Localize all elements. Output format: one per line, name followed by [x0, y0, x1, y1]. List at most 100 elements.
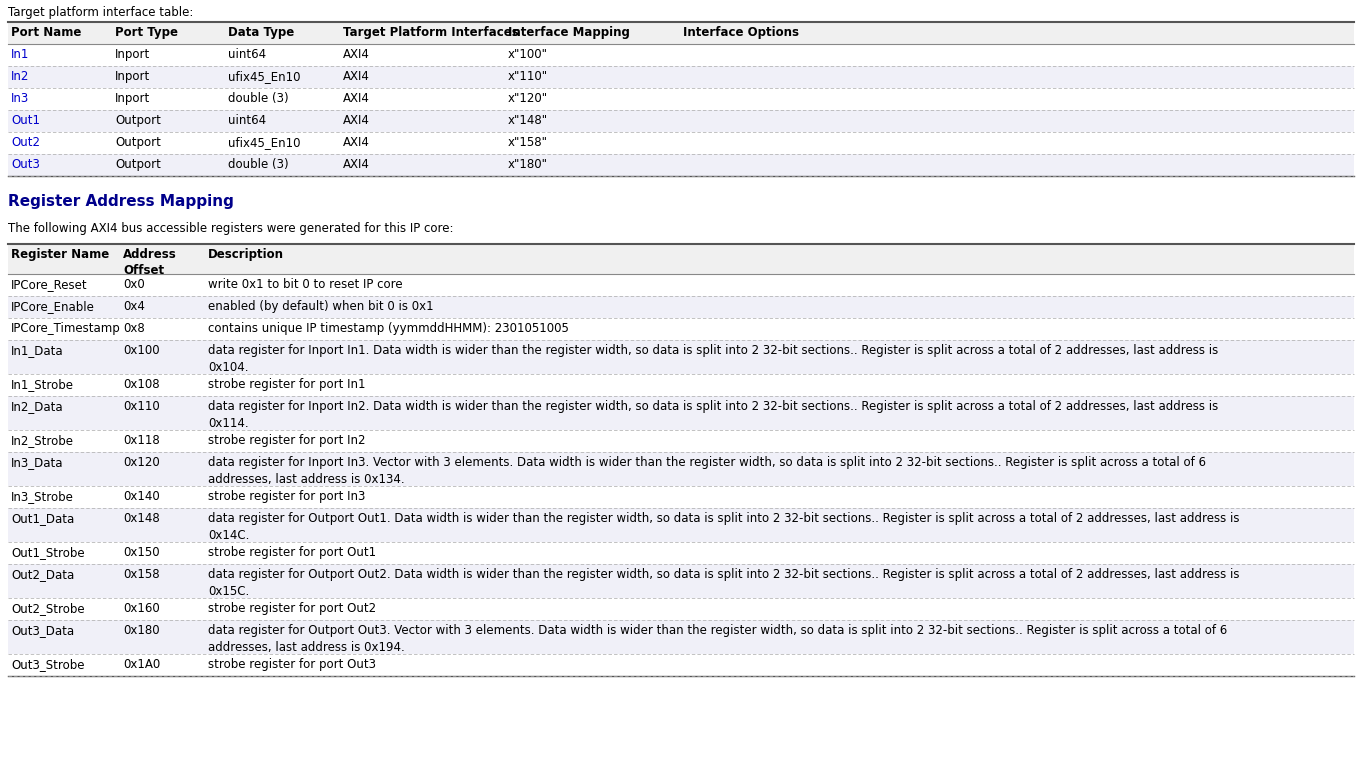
Bar: [8, 620, 1354, 654]
Text: 0x120: 0x120: [123, 456, 159, 469]
Text: 0x0: 0x0: [123, 278, 144, 291]
Text: Port Type: Port Type: [114, 26, 178, 39]
Bar: [8, 296, 1354, 318]
Text: Address
Offset: Address Offset: [123, 248, 177, 277]
Text: x"180": x"180": [508, 158, 548, 171]
Text: data register for Outport Out1. Data width is wider than the register width, so : data register for Outport Out1. Data wid…: [208, 512, 1239, 542]
Text: contains unique IP timestamp (yymmddHHMM): 2301051005: contains unique IP timestamp (yymmddHHMM…: [208, 322, 569, 335]
Text: Out3_Strobe: Out3_Strobe: [11, 658, 84, 671]
Text: data register for Outport Out3. Vector with 3 elements. Data width is wider than: data register for Outport Out3. Vector w…: [208, 624, 1227, 654]
Bar: [8, 110, 1354, 132]
Text: 0x180: 0x180: [123, 624, 159, 637]
Text: x"148": x"148": [508, 114, 548, 127]
Text: Out2: Out2: [11, 136, 39, 149]
Bar: [8, 430, 1354, 452]
Text: double (3): double (3): [227, 92, 289, 105]
Text: Target Platform Interfaces: Target Platform Interfaces: [343, 26, 519, 39]
Text: AXI4: AXI4: [343, 70, 370, 83]
Bar: [8, 44, 1354, 66]
Text: Outport: Outport: [114, 114, 161, 127]
Text: 0x108: 0x108: [123, 378, 159, 391]
Text: IPCore_Reset: IPCore_Reset: [11, 278, 87, 291]
Text: 0x4: 0x4: [123, 300, 144, 313]
Text: Outport: Outport: [114, 136, 161, 149]
Text: Inport: Inport: [114, 48, 150, 61]
Text: ufix45_En10: ufix45_En10: [227, 136, 301, 149]
Bar: [8, 564, 1354, 598]
Text: Out1: Out1: [11, 114, 39, 127]
Text: Description: Description: [208, 248, 285, 261]
Text: uint64: uint64: [227, 48, 266, 61]
Text: double (3): double (3): [227, 158, 289, 171]
Text: data register for Inport In1. Data width is wider than the register width, so da: data register for Inport In1. Data width…: [208, 344, 1218, 374]
Text: In1: In1: [11, 48, 30, 61]
Text: In1_Data: In1_Data: [11, 344, 64, 357]
Text: strobe register for port Out1: strobe register for port Out1: [208, 546, 376, 559]
Bar: [8, 244, 1354, 274]
Bar: [8, 598, 1354, 620]
Text: data register for Outport Out2. Data width is wider than the register width, so : data register for Outport Out2. Data wid…: [208, 568, 1239, 598]
Bar: [8, 22, 1354, 44]
Bar: [8, 486, 1354, 508]
Text: 0x148: 0x148: [123, 512, 159, 525]
Bar: [8, 66, 1354, 88]
Text: data register for Inport In2. Data width is wider than the register width, so da: data register for Inport In2. Data width…: [208, 400, 1218, 430]
Text: uint64: uint64: [227, 114, 266, 127]
Text: Port Name: Port Name: [11, 26, 82, 39]
Text: Register Name: Register Name: [11, 248, 109, 261]
Text: 0x150: 0x150: [123, 546, 159, 559]
Text: The following AXI4 bus accessible registers were generated for this IP core:: The following AXI4 bus accessible regist…: [8, 222, 454, 235]
Bar: [8, 340, 1354, 374]
Text: write 0x1 to bit 0 to reset IP core: write 0x1 to bit 0 to reset IP core: [208, 278, 403, 291]
Bar: [8, 374, 1354, 396]
Text: 0x160: 0x160: [123, 602, 159, 615]
Text: strobe register for port In2: strobe register for port In2: [208, 434, 365, 447]
Bar: [8, 274, 1354, 296]
Bar: [8, 654, 1354, 676]
Text: strobe register for port In1: strobe register for port In1: [208, 378, 365, 391]
Text: In1_Strobe: In1_Strobe: [11, 378, 74, 391]
Text: Out2_Data: Out2_Data: [11, 568, 75, 581]
Text: x"110": x"110": [508, 70, 548, 83]
Text: 0x8: 0x8: [123, 322, 144, 335]
Text: Interface Options: Interface Options: [682, 26, 799, 39]
Text: Outport: Outport: [114, 158, 161, 171]
Text: Out1_Data: Out1_Data: [11, 512, 75, 525]
Bar: [8, 132, 1354, 154]
Text: 0x158: 0x158: [123, 568, 159, 581]
Text: strobe register for port Out3: strobe register for port Out3: [208, 658, 376, 671]
Text: 0x100: 0x100: [123, 344, 159, 357]
Text: IPCore_Timestamp: IPCore_Timestamp: [11, 322, 121, 335]
Text: 0x110: 0x110: [123, 400, 159, 413]
Text: Out3: Out3: [11, 158, 39, 171]
Text: In3_Strobe: In3_Strobe: [11, 490, 74, 503]
Text: Inport: Inport: [114, 70, 150, 83]
Text: Out3_Data: Out3_Data: [11, 624, 74, 637]
Text: Data Type: Data Type: [227, 26, 294, 39]
Text: Register Address Mapping: Register Address Mapping: [8, 194, 234, 209]
Bar: [8, 154, 1354, 176]
Text: 0x1A0: 0x1A0: [123, 658, 161, 671]
Text: strobe register for port In3: strobe register for port In3: [208, 490, 365, 503]
Text: x"120": x"120": [508, 92, 548, 105]
Bar: [8, 508, 1354, 542]
Text: In2_Data: In2_Data: [11, 400, 64, 413]
Text: 0x118: 0x118: [123, 434, 159, 447]
Text: Out1_Strobe: Out1_Strobe: [11, 546, 84, 559]
Text: strobe register for port Out2: strobe register for port Out2: [208, 602, 376, 615]
Text: x"100": x"100": [508, 48, 548, 61]
Text: Interface Mapping: Interface Mapping: [508, 26, 629, 39]
Text: AXI4: AXI4: [343, 48, 370, 61]
Text: IPCore_Enable: IPCore_Enable: [11, 300, 95, 313]
Bar: [8, 396, 1354, 430]
Text: 0x140: 0x140: [123, 490, 159, 503]
Bar: [8, 452, 1354, 486]
Text: AXI4: AXI4: [343, 92, 370, 105]
Text: AXI4: AXI4: [343, 158, 370, 171]
Text: AXI4: AXI4: [343, 136, 370, 149]
Text: Inport: Inport: [114, 92, 150, 105]
Text: In2_Strobe: In2_Strobe: [11, 434, 74, 447]
Text: ufix45_En10: ufix45_En10: [227, 70, 301, 83]
Text: Out2_Strobe: Out2_Strobe: [11, 602, 84, 615]
Text: x"158": x"158": [508, 136, 548, 149]
